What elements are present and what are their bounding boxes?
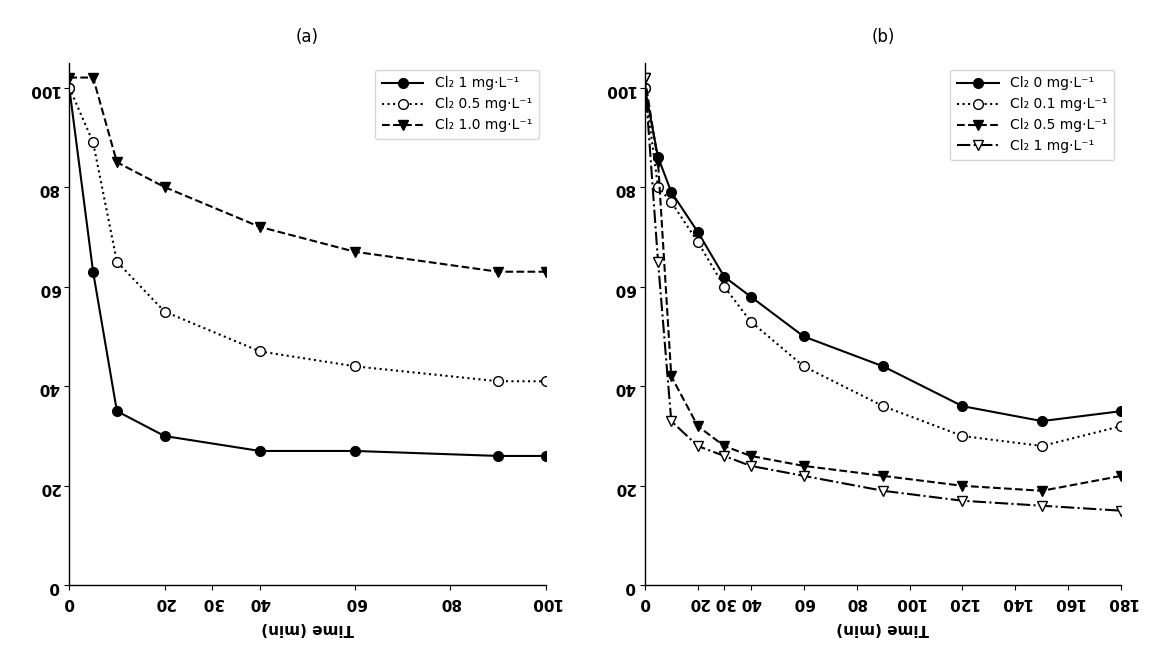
Cl₂ 0.5 mg·L⁻¹ <box>691 422 705 430</box>
Cl₂ 0 mg·L⁻¹ <box>1035 417 1048 425</box>
Cl₂ 0.1 mg·L⁻¹ <box>1115 422 1129 430</box>
Cl₂ 1 mg·L⁻¹ <box>691 442 705 450</box>
Cl₂ 0.1 mg·L⁻¹ <box>691 238 705 246</box>
Cl₂ 0.5 mg·L⁻¹ <box>955 482 969 490</box>
Cl₂ 0 mg·L⁻¹ <box>664 188 678 196</box>
Line: Cl₂ 1 mg·L⁻¹: Cl₂ 1 mg·L⁻¹ <box>64 82 551 461</box>
Line: Cl₂ 0.1 mg·L⁻¹: Cl₂ 0.1 mg·L⁻¹ <box>640 82 1127 451</box>
Line: Cl₂ 0 mg·L⁻¹: Cl₂ 0 mg·L⁻¹ <box>640 82 1127 426</box>
Line: Cl₂ 0.5 mg·L⁻¹: Cl₂ 0.5 mg·L⁻¹ <box>640 72 1127 495</box>
Cl₂ 0.5 mg·L⁻¹ <box>651 158 665 166</box>
Cl₂ 1 mg·L⁻¹ <box>955 497 969 505</box>
Line: Cl₂ 1.0 mg·L⁻¹: Cl₂ 1.0 mg·L⁻¹ <box>64 72 551 277</box>
Cl₂ 0.5 mg·L⁻¹ <box>538 377 552 385</box>
Cl₂ 1 mg·L⁻¹ <box>62 84 76 92</box>
Cl₂ 0.5 mg·L⁻¹ <box>348 363 362 371</box>
Line: Cl₂ 1 mg·L⁻¹: Cl₂ 1 mg·L⁻¹ <box>640 72 1127 515</box>
X-axis label: Time (min): Time (min) <box>836 622 930 636</box>
X-axis label: Time (min): Time (min) <box>261 622 354 636</box>
Cl₂ 1.0 mg·L⁻¹ <box>157 183 171 191</box>
Cl₂ 0.5 mg·L⁻¹ <box>876 472 890 480</box>
Cl₂ 0.5 mg·L⁻¹ <box>637 74 651 82</box>
Cl₂ 0.5 mg·L⁻¹ <box>492 377 506 385</box>
Cl₂ 1 mg·L⁻¹ <box>718 452 732 460</box>
Cl₂ 1 mg·L⁻¹ <box>157 432 171 440</box>
Cl₂ 1 mg·L⁻¹ <box>538 452 552 460</box>
Cl₂ 0 mg·L⁻¹ <box>637 84 651 92</box>
Cl₂ 1 mg·L⁻¹ <box>664 417 678 425</box>
Cl₂ 0 mg·L⁻¹ <box>718 273 732 281</box>
Legend: Cl₂ 1 mg·L⁻¹, Cl₂ 0.5 mg·L⁻¹, Cl₂ 1.0 mg·L⁻¹: Cl₂ 1 mg·L⁻¹, Cl₂ 0.5 mg·L⁻¹, Cl₂ 1.0 mg… <box>375 70 539 139</box>
Cl₂ 0.5 mg·L⁻¹ <box>797 462 811 470</box>
Cl₂ 0.1 mg·L⁻¹ <box>876 402 890 410</box>
Title: (a): (a) <box>296 28 319 46</box>
Cl₂ 0.1 mg·L⁻¹ <box>651 183 665 191</box>
Cl₂ 1 mg·L⁻¹ <box>348 447 362 455</box>
Cl₂ 0.5 mg·L⁻¹ <box>743 452 757 460</box>
Title: (b): (b) <box>871 28 895 46</box>
Cl₂ 0.1 mg·L⁻¹ <box>743 317 757 325</box>
Cl₂ 0.5 mg·L⁻¹ <box>86 138 100 146</box>
Cl₂ 1 mg·L⁻¹ <box>637 74 651 82</box>
Cl₂ 0.5 mg·L⁻¹ <box>157 307 171 315</box>
Cl₂ 0.1 mg·L⁻¹ <box>797 363 811 371</box>
Line: Cl₂ 0.5 mg·L⁻¹: Cl₂ 0.5 mg·L⁻¹ <box>64 82 551 386</box>
Cl₂ 1 mg·L⁻¹ <box>253 447 267 455</box>
Cl₂ 1.0 mg·L⁻¹ <box>62 74 76 82</box>
Cl₂ 1.0 mg·L⁻¹ <box>348 248 362 256</box>
Cl₂ 1 mg·L⁻¹ <box>86 268 100 276</box>
Cl₂ 0 mg·L⁻¹ <box>955 402 969 410</box>
Cl₂ 1 mg·L⁻¹ <box>651 258 665 266</box>
Cl₂ 0.5 mg·L⁻¹ <box>1035 487 1048 495</box>
Cl₂ 0 mg·L⁻¹ <box>876 363 890 371</box>
Cl₂ 1.0 mg·L⁻¹ <box>86 74 100 82</box>
Cl₂ 0 mg·L⁻¹ <box>743 293 757 301</box>
Legend: Cl₂ 0 mg·L⁻¹, Cl₂ 0.1 mg·L⁻¹, Cl₂ 0.5 mg·L⁻¹, Cl₂ 1 mg·L⁻¹: Cl₂ 0 mg·L⁻¹, Cl₂ 0.1 mg·L⁻¹, Cl₂ 0.5 mg… <box>951 70 1115 160</box>
Cl₂ 0.5 mg·L⁻¹ <box>62 84 76 92</box>
Cl₂ 0.5 mg·L⁻¹ <box>718 442 732 450</box>
Cl₂ 1 mg·L⁻¹ <box>1035 502 1048 510</box>
Cl₂ 0.1 mg·L⁻¹ <box>955 432 969 440</box>
Cl₂ 0.5 mg·L⁻¹ <box>110 258 123 266</box>
Cl₂ 0 mg·L⁻¹ <box>1115 407 1129 415</box>
Cl₂ 1 mg·L⁻¹ <box>743 462 757 470</box>
Cl₂ 0 mg·L⁻¹ <box>691 228 705 236</box>
Cl₂ 1.0 mg·L⁻¹ <box>110 158 123 166</box>
Cl₂ 0.1 mg·L⁻¹ <box>718 283 732 291</box>
Cl₂ 0.5 mg·L⁻¹ <box>1115 472 1129 480</box>
Cl₂ 1 mg·L⁻¹ <box>492 452 506 460</box>
Cl₂ 0.5 mg·L⁻¹ <box>253 347 267 355</box>
Cl₂ 1 mg·L⁻¹ <box>1115 507 1129 515</box>
Cl₂ 0.1 mg·L⁻¹ <box>637 84 651 92</box>
Cl₂ 1.0 mg·L⁻¹ <box>538 268 552 276</box>
Cl₂ 1.0 mg·L⁻¹ <box>253 223 267 231</box>
Cl₂ 0.5 mg·L⁻¹ <box>664 373 678 380</box>
Cl₂ 1 mg·L⁻¹ <box>797 472 811 480</box>
Cl₂ 0 mg·L⁻¹ <box>651 153 665 161</box>
Cl₂ 1 mg·L⁻¹ <box>110 407 123 415</box>
Cl₂ 0.1 mg·L⁻¹ <box>664 198 678 206</box>
Cl₂ 1.0 mg·L⁻¹ <box>492 268 506 276</box>
Cl₂ 1 mg·L⁻¹ <box>876 487 890 495</box>
Cl₂ 0.1 mg·L⁻¹ <box>1035 442 1048 450</box>
Cl₂ 0 mg·L⁻¹ <box>797 333 811 341</box>
